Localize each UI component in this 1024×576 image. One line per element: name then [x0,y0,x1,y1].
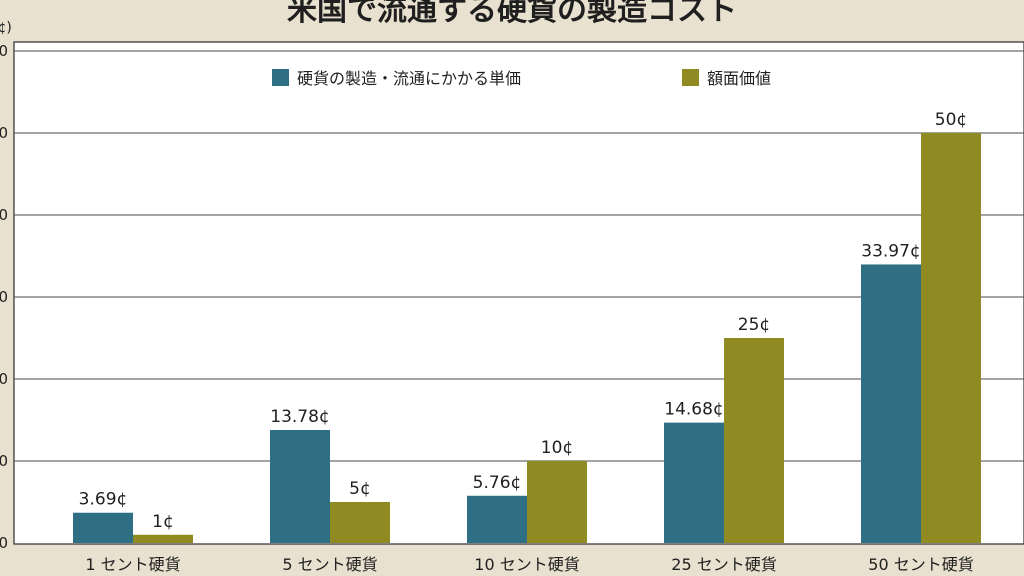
legend-label: 額面価値 [707,69,771,88]
gridlines [14,50,1024,462]
legend-swatch [682,69,699,86]
y-axis-ticks: 0 0 0 0 0 0 0 [0,42,8,552]
data-label: 1¢ [152,512,174,532]
category-label: 1 セント硬貨 [85,555,180,574]
category-label: 5 セント硬貨 [282,555,377,574]
bar-cost [467,495,527,543]
data-label: 13.78¢ [270,407,329,427]
y-tick-label: 0 [0,288,8,306]
y-tick-label: 0 [0,124,8,142]
bar-cost [73,512,133,543]
bar-face-value [921,133,981,543]
data-label: 5¢ [349,479,371,499]
data-label: 3.69¢ [79,490,128,510]
bar-face-value [527,461,587,543]
category-label: 50 セント硬貨 [868,555,973,574]
data-label: 14.68¢ [664,400,723,420]
y-tick-label: 0 [0,534,8,552]
data-label: 50¢ [935,110,967,130]
data-label: 33.97¢ [861,241,920,261]
category-label: 10 セント硬貨 [474,555,579,574]
bar-cost [861,264,921,543]
bars [73,133,981,543]
y-tick-label: 0 [0,452,8,470]
bar-cost [664,422,724,543]
y-tick-label: 0 [0,42,8,60]
category-label: 25 セント硬貨 [671,555,776,574]
y-tick-label: 0 [0,370,8,388]
x-axis-categories: 1 セント硬貨 5 セント硬貨 10 セント硬貨 25 セント硬貨 50 セント硬貨 [85,555,973,574]
legend-label: 硬貨の製造・流通にかかる単価 [297,69,521,88]
data-label: 10¢ [541,438,573,458]
bar-face-value [133,534,193,543]
data-labels: 3.69¢ 1¢ 13.78¢ 5¢ 5.76¢ 10¢ 14.68¢ 25¢ 33.97¢ 50… [79,110,968,532]
bar-face-value [330,502,390,543]
chart-title: 米国で流通する硬貨の製造コスト [287,0,737,28]
data-label: 25¢ [738,315,770,335]
plot-area [13,41,1024,545]
legend-swatch [272,69,289,86]
bar-cost [270,430,330,543]
bar-face-value [724,338,784,543]
y-axis-unit-label: (¢) [0,20,12,36]
data-label: 5.76¢ [473,473,522,493]
legend: 硬貨の製造・流通にかかる単価 額面価値 [272,69,771,88]
y-tick-label: 0 [0,206,8,224]
